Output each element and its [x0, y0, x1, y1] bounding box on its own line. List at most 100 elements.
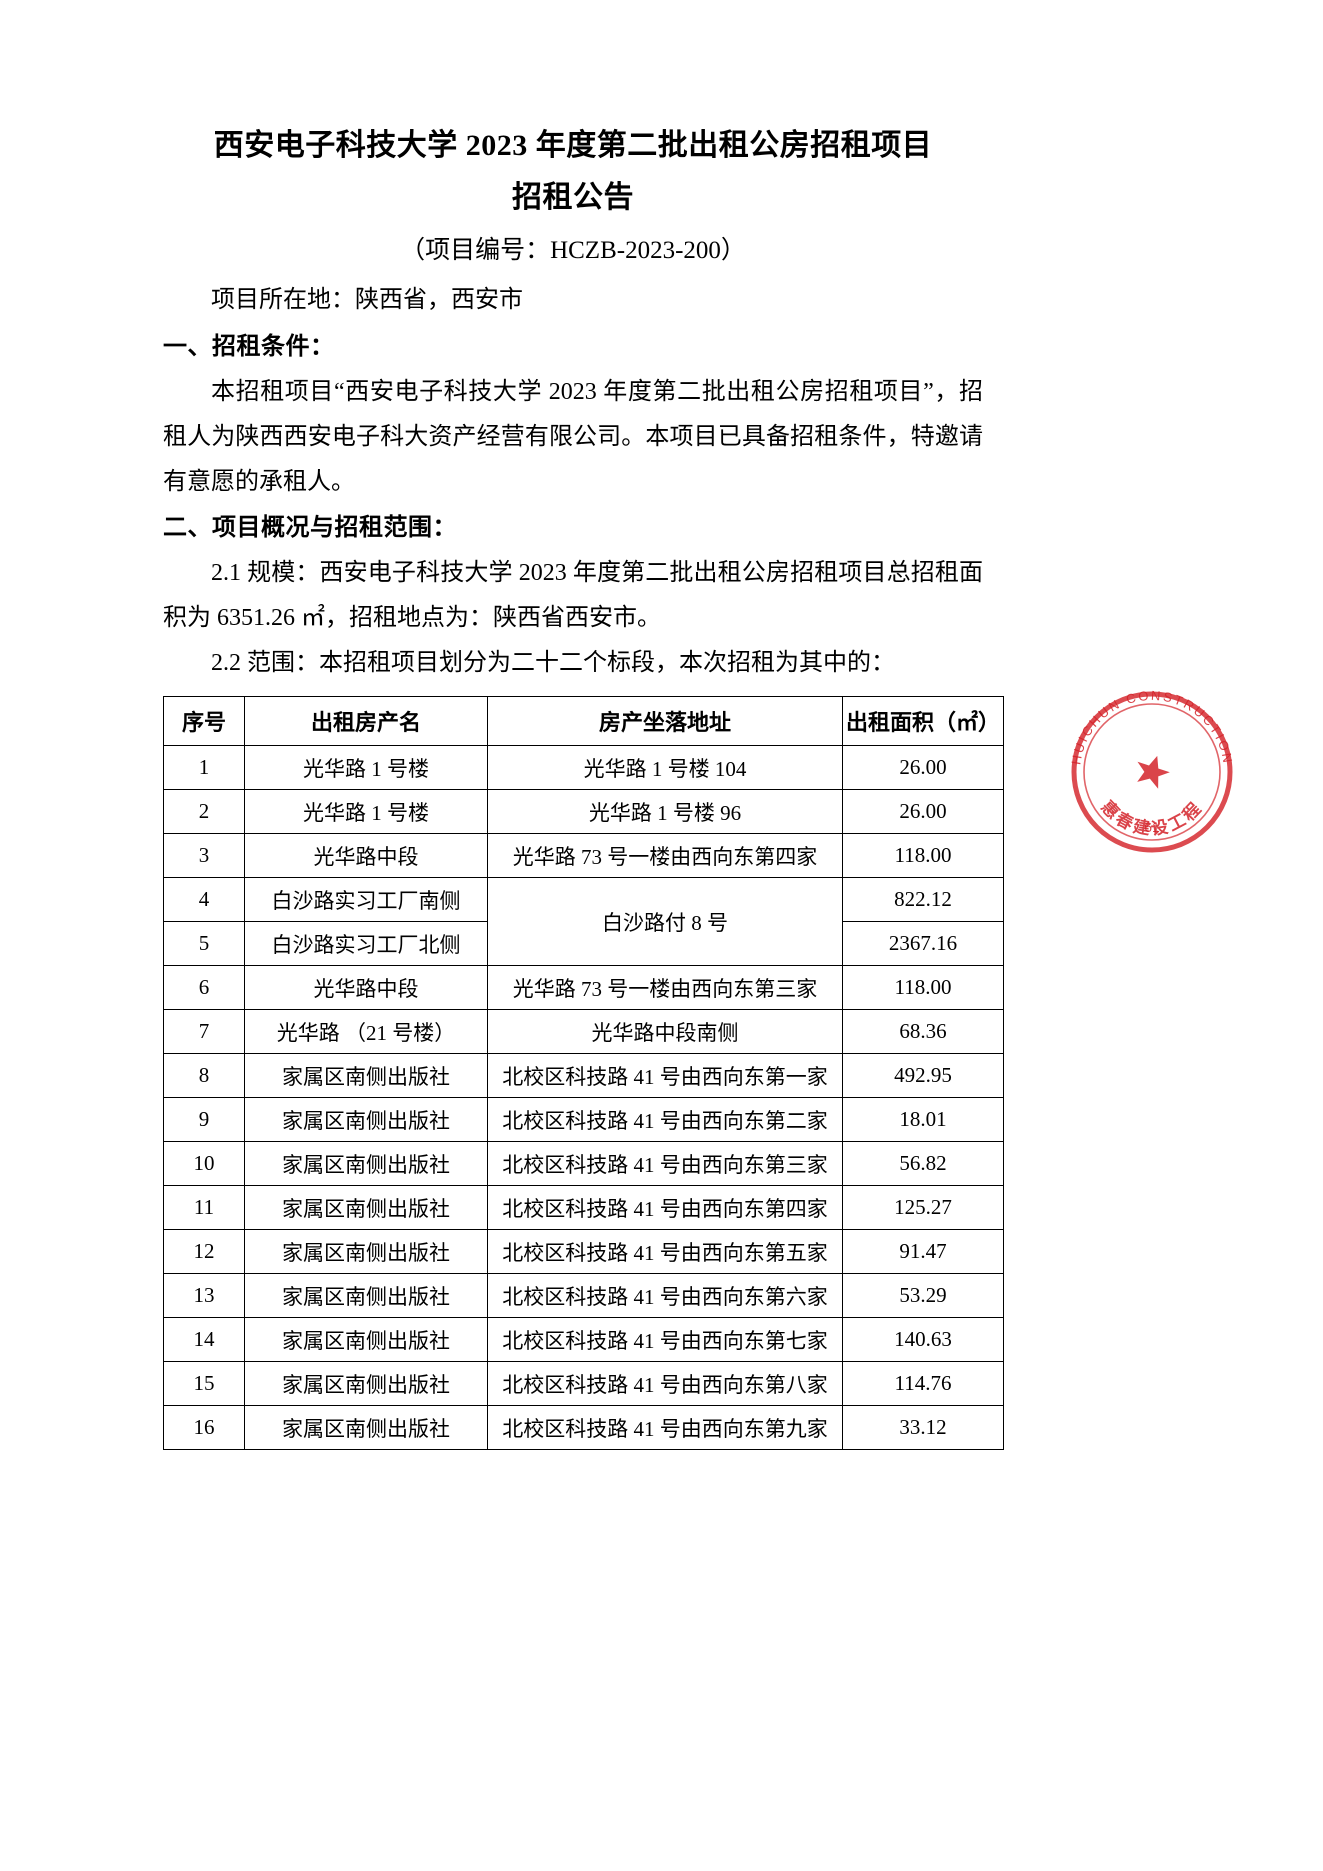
table-row: 11 家属区南侧出版社 北校区科技路 41 号由西向东第四家 125.27 [163, 1185, 1004, 1230]
official-seal-stamp: HUICHUN CONSTRUCTION 惠春建设工程 61 [1052, 672, 1252, 872]
project-location: 项目所在地：陕西省，西安市 [211, 287, 523, 313]
table-row: 10 家属区南侧出版社 北校区科技路 41 号由西向东第三家 56.82 [163, 1141, 1004, 1186]
cell-area: 33.12 [842, 1405, 1004, 1450]
cell-property-name: 家属区南侧出版社 [244, 1097, 488, 1142]
cell-address: 北校区科技路 41 号由西向东第二家 [487, 1097, 843, 1142]
table-row: 2 光华路 1 号楼 光华路 1 号楼 96 26.00 [163, 789, 1004, 834]
cell-area: 118.00 [842, 965, 1004, 1010]
svg-text:惠春建设工程: 惠春建设工程 [1097, 797, 1206, 839]
section-1-heading: 一、招租条件： [163, 334, 335, 360]
table-row: 6 光华路中段 光华路 73 号一楼由西向东第三家 118.00 [163, 965, 1004, 1010]
cell-property-name: 家属区南侧出版社 [244, 1317, 488, 1362]
column-header-name: 出租房产名 [244, 696, 488, 746]
cell-property-name: 光华路中段 [244, 965, 488, 1010]
page-title: 西安电子科技大学 2023 年度第二批出租公房招租项目 [213, 129, 933, 162]
table-row: 13 家属区南侧出版社 北校区科技路 41 号由西向东第六家 53.29 [163, 1273, 1004, 1318]
cell-address: 白沙路付 8 号 [487, 877, 843, 966]
cell-area: 125.27 [842, 1185, 1004, 1230]
cell-no: 1 [163, 745, 245, 790]
cell-area: 68.36 [842, 1009, 1004, 1054]
cell-area: 26.00 [842, 745, 1004, 790]
table-row: 16 家属区南侧出版社 北校区科技路 41 号由西向东第九家 33.12 [163, 1405, 1004, 1450]
cell-no: 5 [163, 921, 245, 966]
cell-area: 492.95 [842, 1053, 1004, 1098]
cell-area: 26.00 [842, 789, 1004, 834]
cell-property-name: 家属区南侧出版社 [244, 1361, 488, 1406]
table-body: 1 光华路 1 号楼 光华路 1 号楼 104 26.00 2 光华路 1 号楼 光华路 1… [163, 745, 1004, 1450]
table-header-row: 序号 出租房产名 房产坐落地址 出租面积（㎡） [163, 696, 1004, 746]
cell-no: 15 [163, 1361, 245, 1406]
cell-no: 16 [163, 1405, 245, 1450]
table-row: 7 光华路 （21 号楼） 光华路中段南侧 68.36 [163, 1009, 1004, 1054]
cell-address: 光华路 1 号楼 96 [487, 789, 843, 834]
cell-no: 14 [163, 1317, 245, 1362]
cell-property-name: 家属区南侧出版社 [244, 1141, 488, 1186]
cell-address: 北校区科技路 41 号由西向东第五家 [487, 1229, 843, 1274]
cell-property-name: 光华路 1 号楼 [244, 745, 488, 790]
table-row: 14 家属区南侧出版社 北校区科技路 41 号由西向东第七家 140.63 [163, 1317, 1004, 1362]
page-subtitle: 招租公告 [512, 181, 634, 214]
table-row: 4 白沙路实习工厂南侧 白沙路付 8 号 822.12 [163, 877, 1004, 966]
cell-address: 光华路 73 号一楼由西向东第三家 [487, 965, 843, 1010]
section-2-heading: 二、项目概况与招租范围： [163, 515, 457, 541]
cell-property-name: 家属区南侧出版社 [244, 1053, 488, 1098]
cell-property-name: 光华路 1 号楼 [244, 789, 488, 834]
cell-area: 56.82 [842, 1141, 1004, 1186]
cell-area: 140.63 [842, 1317, 1004, 1362]
cell-property-name: 光华路中段 [244, 833, 488, 878]
svg-text:61: 61 [1144, 819, 1160, 835]
cell-property-name: 家属区南侧出版社 [244, 1273, 488, 1318]
cell-no: 6 [163, 965, 245, 1010]
cell-property-name: 白沙路实习工厂南侧 [244, 877, 488, 922]
column-header-area: 出租面积（㎡） [842, 696, 1004, 746]
cell-area: 822.12 [842, 877, 1004, 922]
cell-no: 2 [163, 789, 245, 834]
cell-area: 91.47 [842, 1229, 1004, 1274]
cell-area: 53.29 [842, 1273, 1004, 1318]
column-header-no: 序号 [163, 696, 245, 746]
table-row: 8 家属区南侧出版社 北校区科技路 41 号由西向东第一家 492.95 [163, 1053, 1004, 1098]
cell-no: 12 [163, 1229, 245, 1274]
cell-no: 7 [163, 1009, 245, 1054]
cell-no: 3 [163, 833, 245, 878]
cell-area: 2367.16 [842, 921, 1004, 966]
cell-no: 8 [163, 1053, 245, 1098]
cell-address: 北校区科技路 41 号由西向东第八家 [487, 1361, 843, 1406]
table-row: 5 白沙路实习工厂北侧 2367.16 [163, 921, 1004, 966]
section-2-paragraph-scope: 2.2 范围：本招租项目划分为二十二个标段，本次招租为其中的： [211, 650, 895, 676]
rental-properties-table: 序号 出租房产名 房产坐落地址 出租面积（㎡） 1 光华路 1 号楼 光华路 1 号… [163, 696, 1004, 1450]
section-1-paragraph: 本招租项目“西安电子科技大学 2023 年度第二批出租公房招租项目”，招租人为陕… [163, 379, 983, 495]
cell-property-name: 光华路 （21 号楼） [244, 1009, 488, 1054]
table-row: 12 家属区南侧出版社 北校区科技路 41 号由西向东第五家 91.47 [163, 1229, 1004, 1274]
cell-no: 9 [163, 1097, 245, 1142]
table-row: 3 光华路中段 光华路 73 号一楼由西向东第四家 118.00 [163, 833, 1004, 878]
cell-no: 10 [163, 1141, 245, 1186]
cell-property-name: 家属区南侧出版社 [244, 1405, 488, 1450]
svg-text:HUICHUN CONSTRUCTION: HUICHUN CONSTRUCTION [1068, 688, 1235, 766]
cell-address: 光华路 1 号楼 104 [487, 745, 843, 790]
table-row: 9 家属区南侧出版社 北校区科技路 41 号由西向东第二家 18.01 [163, 1097, 1004, 1142]
cell-address: 光华路 73 号一楼由西向东第四家 [487, 833, 843, 878]
cell-address: 北校区科技路 41 号由西向东第四家 [487, 1185, 843, 1230]
cell-address: 光华路中段南侧 [487, 1009, 843, 1054]
table-row: 1 光华路 1 号楼 光华路 1 号楼 104 26.00 [163, 745, 1004, 790]
cell-no: 11 [163, 1185, 245, 1230]
document-content: 西安电子科技大学 2023 年度第二批出租公房招租项目 招租公告 （项目编号：H… [163, 120, 1004, 1450]
table-row: 15 家属区南侧出版社 北校区科技路 41 号由西向东第八家 114.76 [163, 1361, 1004, 1406]
cell-property-name: 家属区南侧出版社 [244, 1229, 488, 1274]
cell-address: 北校区科技路 41 号由西向东第六家 [487, 1273, 843, 1318]
column-header-address: 房产坐落地址 [487, 696, 843, 746]
section-2-paragraph-scale: 2.1 规模：西安电子科技大学 2023 年度第二批出租公房招租项目总招租面积为… [163, 560, 983, 631]
cell-address: 北校区科技路 41 号由西向东第九家 [487, 1405, 843, 1450]
cell-area: 114.76 [842, 1361, 1004, 1406]
cell-property-name: 家属区南侧出版社 [244, 1185, 488, 1230]
cell-area: 118.00 [842, 833, 1004, 878]
cell-no: 13 [163, 1273, 245, 1318]
cell-area: 18.01 [842, 1097, 1004, 1142]
cell-address: 北校区科技路 41 号由西向东第七家 [487, 1317, 843, 1362]
cell-address: 北校区科技路 41 号由西向东第三家 [487, 1141, 843, 1186]
project-code: （项目编号：HCZB-2023-200） [400, 237, 746, 264]
cell-property-name: 白沙路实习工厂北侧 [244, 921, 488, 966]
cell-address: 北校区科技路 41 号由西向东第一家 [487, 1053, 843, 1098]
